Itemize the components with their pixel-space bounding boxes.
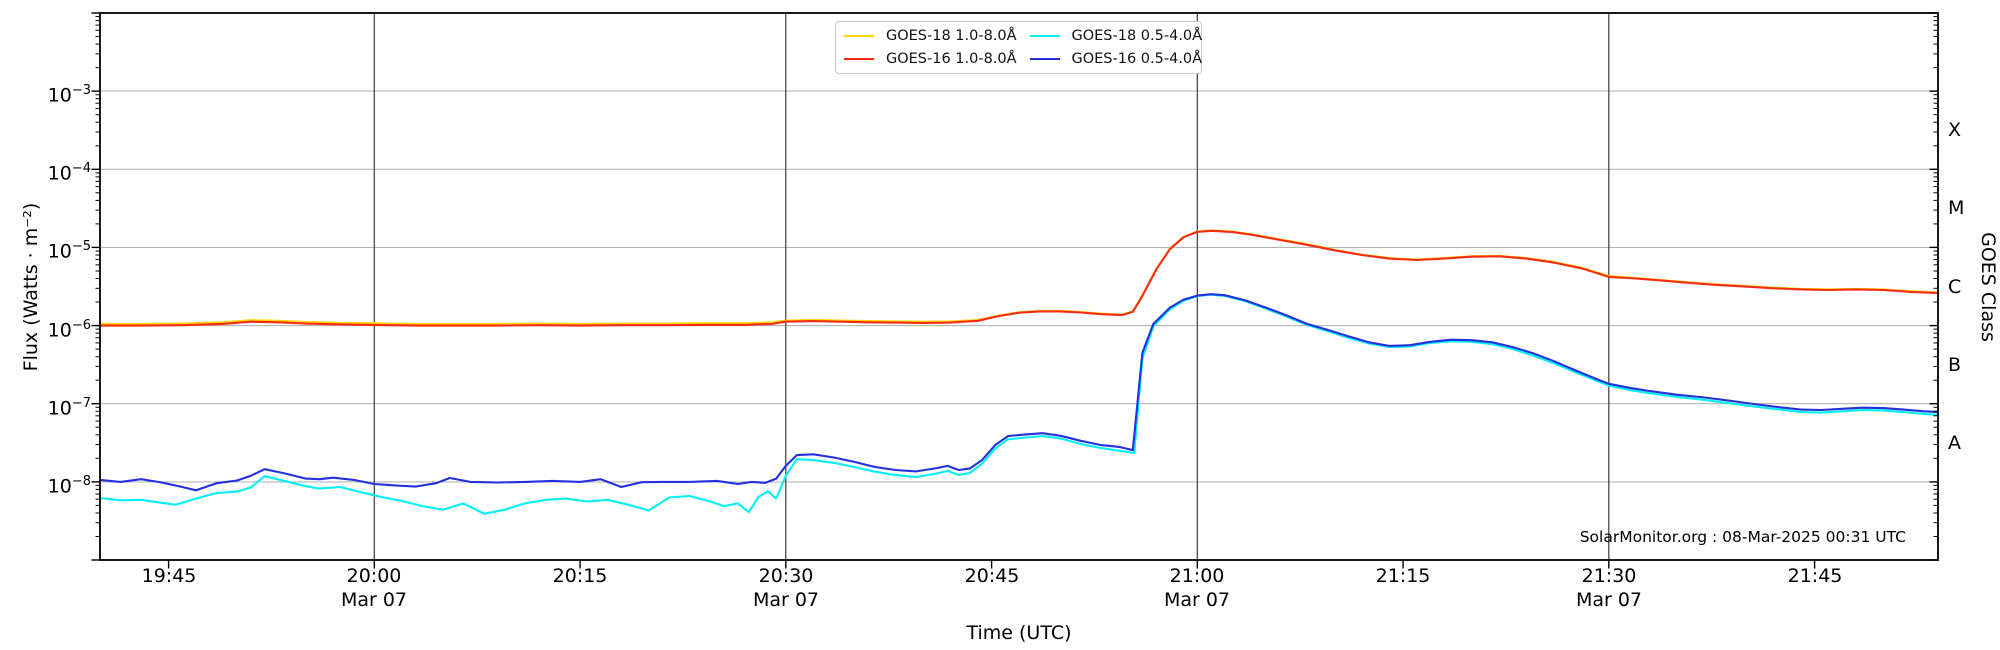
legend-swatch-goes16-long-line (844, 57, 874, 60)
legend-swatch-goes16-short-line (1029, 57, 1060, 60)
x-tick-label: 20:15 (552, 565, 608, 587)
legend-label: GOES-18 0.5-4.0Å (1071, 28, 1203, 45)
x-tick-date-label: Mar 07 (340, 589, 408, 611)
source-attribution: SolarMonitor.org : 08-Mar-2025 00:31 UTC (1579, 528, 1906, 546)
legend-item-goes16-long: GOES-16 1.0-8.0Å (844, 48, 1017, 71)
y-axis-label: Flux (Watts · m⁻²) (20, 202, 42, 372)
x-tick-label: 20:00 (346, 565, 402, 587)
x-tick-date-label: Mar 07 (752, 589, 820, 611)
series-line-1 (98, 229, 1940, 327)
series-line-3 (98, 293, 1940, 492)
goes-class-letter: M (1948, 197, 1965, 219)
y-tick-label: 10−8 (47, 474, 91, 498)
y-tick-label: 10−6 (47, 318, 91, 342)
x-tick-label: 19:45 (141, 565, 197, 587)
x-axis-label: Time (UTC) (966, 622, 1072, 644)
x-tick-label: 21:00 (1169, 565, 1225, 587)
goes-class-letter: B (1948, 354, 1962, 376)
y-tick-label: 10−7 (47, 396, 91, 420)
x-tick-label: 20:45 (964, 565, 1020, 587)
legend-item-goes16-short: GOES-16 0.5-4.0Å (1029, 48, 1202, 71)
plot-border (99, 12, 1939, 561)
goes-class-letter: A (1948, 432, 1961, 454)
x-tick-date-label: Mar 07 (1163, 589, 1231, 611)
y-axis-right-label: GOES Class (1977, 232, 1999, 342)
legend-item-goes18-short: GOES-18 0.5-4.0Å (1029, 25, 1202, 48)
legend-label: GOES-16 1.0-8.0Å (886, 50, 1017, 67)
x-tick-label: 21:30 (1581, 565, 1637, 587)
y-tick-label: 10−3 (47, 83, 91, 107)
x-tick-label: 20:30 (758, 565, 814, 587)
legend-swatch-goes18-long-line (844, 35, 874, 38)
goes-class-letter: X (1948, 119, 1962, 141)
series-line-2 (98, 293, 1940, 515)
y-tick-label: 10−4 (47, 161, 91, 185)
series-line-0 (98, 229, 1940, 325)
legend-label: GOES-16 0.5-4.0Å (1071, 50, 1203, 67)
legend-swatch-goes18-short-line (1029, 35, 1060, 38)
legend-box: GOES-18 1.0-8.0Å GOES-16 1.0-8.0Å GOES-1… (835, 21, 1202, 74)
x-tick-label: 21:15 (1375, 565, 1431, 587)
x-tick-label: 21:45 (1787, 565, 1843, 587)
x-tick-date-label: Mar 07 (1575, 589, 1643, 611)
y-tick-label: 10−5 (47, 239, 91, 263)
legend-item-goes18-long: GOES-18 1.0-8.0Å (844, 25, 1017, 48)
legend-label: GOES-18 1.0-8.0Å (886, 28, 1017, 45)
goes-class-letter: C (1948, 276, 1962, 298)
